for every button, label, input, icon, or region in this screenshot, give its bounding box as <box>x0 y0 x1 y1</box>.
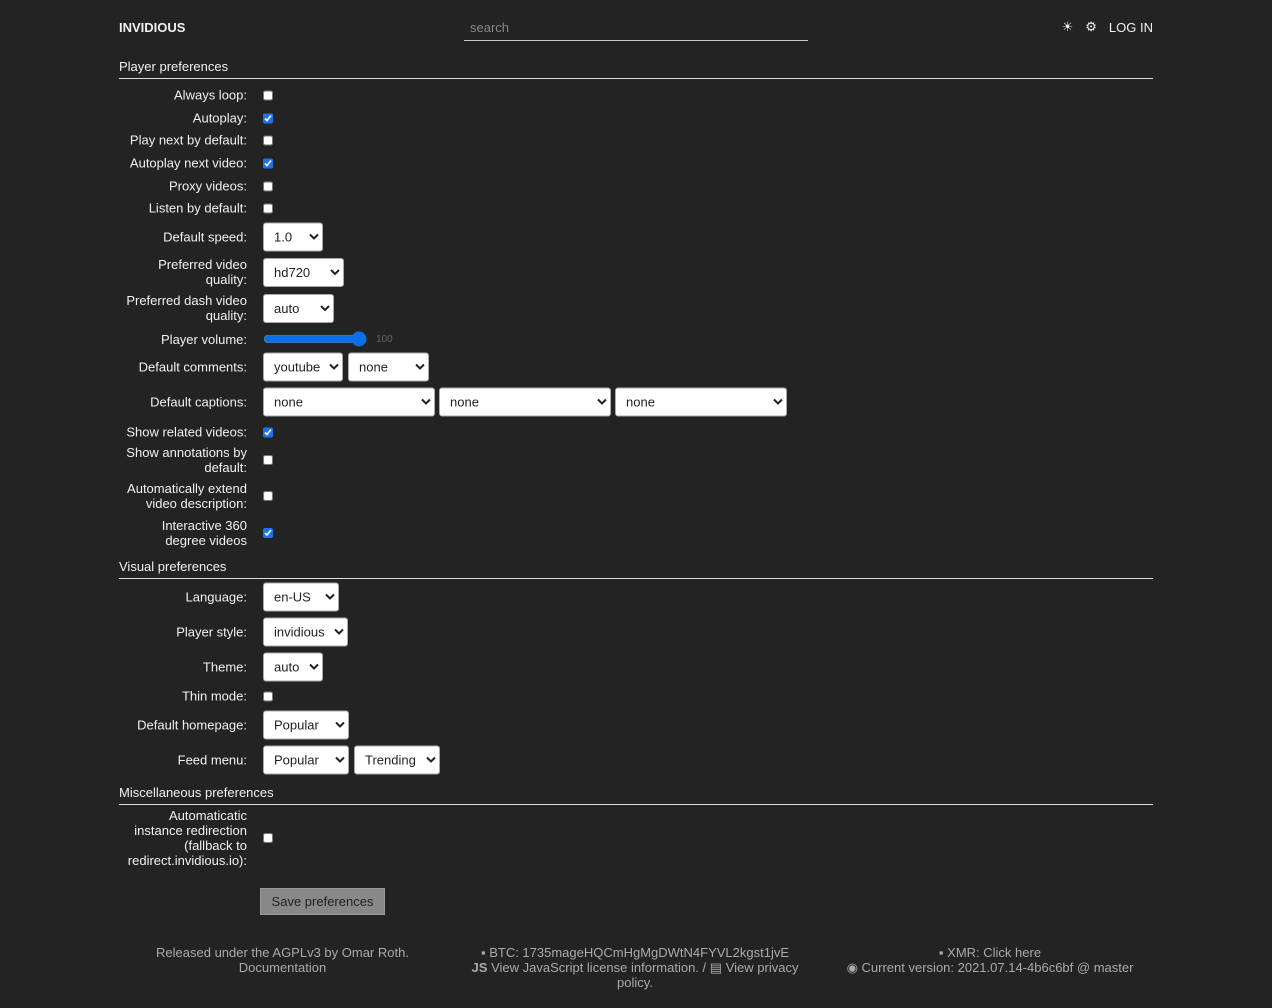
pref-vr360: Interactive 360 degree videos <box>0 518 1272 548</box>
label: Proxy videos: <box>168 178 247 194</box>
comments-primary-select[interactable]: youtube <box>263 352 343 382</box>
player-style-select[interactable]: invidious <box>263 617 348 647</box>
xmr-link[interactable]: XMR: Click here <box>947 945 1042 960</box>
label: Preferred dash video quality: <box>126 293 247 323</box>
label: Default captions: <box>150 394 247 410</box>
brand-logo[interactable]: INVIDIOUS <box>119 20 186 35</box>
label: Automaticatic instance redirection (fall… <box>127 808 247 868</box>
label: Feed menu: <box>177 752 247 768</box>
wallet-icon: ▪ <box>480 945 490 960</box>
pref-language: Language: en-US <box>0 582 1272 612</box>
captions-select-2[interactable]: none <box>439 387 611 417</box>
pref-related: Show related videos: <box>0 425 1272 440</box>
pref-captions: Default captions: none none none <box>0 387 1272 417</box>
comments-secondary-select[interactable]: none <box>348 352 429 382</box>
theme-select[interactable]: auto <box>263 652 323 682</box>
quality-select[interactable]: hd720 <box>263 257 344 287</box>
js-license-link[interactable]: View JavaScript license information. <box>491 960 699 975</box>
label: Language: <box>185 589 247 605</box>
always-loop-checkbox[interactable] <box>263 90 273 100</box>
pref-redirect: Automaticatic instance redirection (fall… <box>0 808 1272 868</box>
section-visual-preferences: Visual preferences <box>119 559 1153 579</box>
save-preferences-button[interactable]: Save preferences <box>260 888 385 915</box>
feed-menu-select-2[interactable]: Trending <box>354 745 440 775</box>
pref-extend-desc: Automatically extend video description: <box>0 481 1272 511</box>
captions-select-1[interactable]: none <box>263 387 435 417</box>
volume-value: 100 <box>376 333 393 345</box>
pref-proxy: Proxy videos: <box>0 179 1272 194</box>
pref-comments: Default comments: youtube none <box>0 352 1272 382</box>
label: Autoplay next video: <box>129 155 247 171</box>
pref-quality: Preferred video quality: hd720 <box>0 257 1272 287</box>
license-text: Released under the AGPLv3 by Omar Roth. <box>156 945 409 960</box>
footer-left: Released under the AGPLv3 by Omar Roth. … <box>140 945 425 975</box>
pref-annotations: Show annotations by default: <box>0 445 1272 475</box>
pref-speed: Default speed: 1.0 <box>0 222 1272 252</box>
pref-thin-mode: Thin mode: <box>0 689 1272 704</box>
pref-autoplay-next: Autoplay next video: <box>0 156 1272 171</box>
document-icon: ▤ <box>709 960 723 975</box>
separator: / <box>702 960 707 975</box>
pref-autoplay: Autoplay: <box>0 111 1272 126</box>
label: Default homepage: <box>137 717 247 733</box>
pref-dash-quality: Preferred dash video quality: auto <box>0 293 1272 323</box>
language-select[interactable]: en-US <box>263 582 339 612</box>
label: Always loop: <box>174 87 247 103</box>
footer-right: ▪ XMR: Click here ◉ Current version: 202… <box>835 945 1145 975</box>
label: Preferred video quality: <box>158 257 247 287</box>
homepage-select[interactable]: Popular <box>263 710 349 740</box>
pref-player-style: Player style: invidious <box>0 617 1272 647</box>
label: Thin mode: <box>181 688 247 704</box>
search-input[interactable] <box>464 14 808 41</box>
pref-volume: Player volume: 100 <box>0 331 1272 347</box>
label: Show related videos: <box>126 424 247 440</box>
js-icon: JS <box>471 960 492 975</box>
login-link[interactable]: LOG IN <box>1108 19 1153 35</box>
redirect-checkbox[interactable] <box>263 833 273 843</box>
label: Default comments: <box>138 359 247 375</box>
autoplay-next-checkbox[interactable] <box>263 158 273 168</box>
thin-mode-checkbox[interactable] <box>263 691 273 701</box>
theme-toggle-icon[interactable]: ☀ <box>1061 19 1074 34</box>
pref-listen: Listen by default: <box>0 201 1272 216</box>
related-checkbox[interactable] <box>263 427 273 437</box>
label: Autoplay: <box>192 110 247 126</box>
autoplay-checkbox[interactable] <box>263 113 273 123</box>
wallet-icon: ▪ <box>938 945 948 960</box>
label: Show annotations by default: <box>126 445 247 475</box>
pref-homepage: Default homepage: Popular <box>0 710 1272 740</box>
version-link[interactable]: Current version: 2021.07.14-4b6c6bf @ ma… <box>861 960 1134 975</box>
settings-gear-icon[interactable]: ⚙ <box>1085 19 1097 34</box>
dash-quality-select[interactable]: auto <box>263 293 334 323</box>
annotations-checkbox[interactable] <box>263 455 273 465</box>
proxy-checkbox[interactable] <box>263 181 273 191</box>
label: Play next by default: <box>129 132 247 148</box>
label: Player style: <box>176 624 247 640</box>
play-next-checkbox[interactable] <box>263 135 273 145</box>
volume-slider[interactable] <box>263 331 367 347</box>
footer-center: ▪ BTC: 1735mageHQCmHgMgDWtN4FYVL2kgst1jv… <box>470 945 800 990</box>
label: Interactive 360 degree videos <box>161 518 247 548</box>
feed-menu-select-1[interactable]: Popular <box>263 745 349 775</box>
documentation-link[interactable]: Documentation <box>238 960 327 975</box>
section-player-preferences: Player preferences <box>119 59 1153 79</box>
pref-play-next: Play next by default: <box>0 133 1272 148</box>
listen-checkbox[interactable] <box>263 203 273 213</box>
btc-address: BTC: 1735mageHQCmHgMgDWtN4FYVL2kgst1jvE <box>489 945 790 960</box>
pref-feed-menu: Feed menu: Popular Trending <box>0 745 1272 775</box>
privacy-policy-link[interactable]: View privacy policy. <box>617 960 799 990</box>
captions-select-3[interactable]: none <box>615 387 787 417</box>
label: Player volume: <box>161 331 247 347</box>
pref-always-loop: Always loop: <box>0 88 1272 103</box>
label: Listen by default: <box>148 200 247 216</box>
github-icon: ◉ <box>846 960 862 975</box>
pref-theme: Theme: auto <box>0 652 1272 682</box>
extend-desc-checkbox[interactable] <box>263 491 273 501</box>
label: Theme: <box>202 659 247 675</box>
section-misc-preferences: Miscellaneous preferences <box>119 785 1153 805</box>
speed-select[interactable]: 1.0 <box>263 222 323 252</box>
label: Automatically extend video description: <box>127 481 247 511</box>
label: Default speed: <box>163 229 247 245</box>
vr360-checkbox[interactable] <box>263 528 273 538</box>
